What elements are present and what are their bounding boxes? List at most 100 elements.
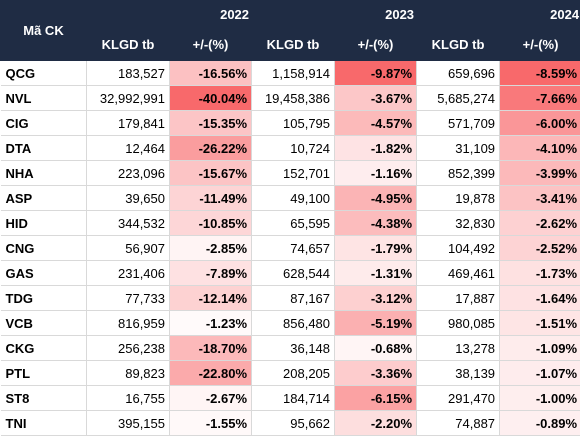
table-row: TNI 395,155 -1.55% 95,662 -2.20% 74,887 -0.89% — [0, 410, 580, 436]
change-2023-cell: -1.82% — [334, 135, 418, 161]
stock-code-cell: TNI — [0, 410, 87, 436]
stock-code-cell: CNG — [0, 235, 87, 261]
header-year-2023: 2023 — [251, 0, 418, 29]
volume-2023-cell: 87,167 — [251, 285, 336, 311]
change-2022-cell: -18.70% — [169, 335, 253, 361]
volume-2022-cell: 39,650 — [86, 185, 170, 211]
change-2023-cell: -3.67% — [334, 85, 418, 111]
change-2023-cell: -4.95% — [334, 185, 418, 211]
change-2024-cell: -6.00% — [499, 110, 580, 136]
volume-2023-cell: 1,158,914 — [251, 60, 336, 86]
volume-2024-cell: 659,696 — [416, 60, 501, 86]
stock-code-cell: HID — [0, 210, 87, 236]
header-vol-2022: KLGD tb — [86, 28, 170, 61]
volume-2023-cell: 74,657 — [251, 235, 336, 261]
header-year-2024: 2024 — [416, 0, 580, 29]
header-pct-2022: +/-(%) — [168, 28, 253, 61]
change-2022-cell: -16.56% — [169, 60, 253, 86]
change-2022-cell: -15.67% — [169, 160, 253, 186]
volume-2024-cell: 13,278 — [416, 335, 501, 361]
stock-code-cell: TDG — [0, 285, 87, 311]
change-2023-cell: -0.68% — [334, 335, 418, 361]
stock-code-cell: CKG — [0, 335, 87, 361]
volume-2023-cell: 152,701 — [251, 160, 336, 186]
header-vol-2023: KLGD tb — [251, 28, 336, 61]
volume-2024-cell: 31,109 — [416, 135, 501, 161]
volume-2022-cell: 32,992,991 — [86, 85, 170, 111]
header-pct-2024: +/-(%) — [499, 28, 580, 61]
change-2023-cell: -1.31% — [334, 260, 418, 286]
change-2023-cell: -1.79% — [334, 235, 418, 261]
stock-code-cell: NHA — [0, 160, 87, 186]
header-vol-2024: KLGD tb — [416, 28, 501, 61]
volume-2022-cell: 179,841 — [86, 110, 170, 136]
stock-code-cell: ST8 — [0, 385, 87, 411]
change-2024-cell: -3.99% — [499, 160, 580, 186]
change-2023-cell: -1.16% — [334, 160, 418, 186]
change-2022-cell: -15.35% — [169, 110, 253, 136]
change-2022-cell: -12.14% — [169, 285, 253, 311]
volume-2024-cell: 291,470 — [416, 385, 501, 411]
header-row-metrics: KLGD tb +/-(%) KLGD tb +/-(%) KLGD tb +/… — [1, 28, 580, 61]
table-row: TDG 77,733 -12.14% 87,167 -3.12% 17,887 -1.64% — [0, 285, 580, 311]
change-2022-cell: -2.85% — [169, 235, 253, 261]
volume-2023-cell: 95,662 — [251, 410, 336, 436]
change-2024-cell: -1.64% — [499, 285, 580, 311]
change-2022-cell: -22.80% — [169, 360, 253, 386]
volume-2024-cell: 19,878 — [416, 185, 501, 211]
change-2024-cell: -2.62% — [499, 210, 580, 236]
change-2024-cell: -4.10% — [499, 135, 580, 161]
volume-2024-cell: 17,887 — [416, 285, 501, 311]
volume-2022-cell: 89,823 — [86, 360, 170, 386]
volume-2022-cell: 256,238 — [86, 335, 170, 361]
volume-2024-cell: 38,139 — [416, 360, 501, 386]
volume-2022-cell: 183,527 — [86, 60, 170, 86]
volume-2022-cell: 223,096 — [86, 160, 170, 186]
change-2022-cell: -40.04% — [169, 85, 253, 111]
volume-2024-cell: 5,685,274 — [416, 85, 501, 111]
change-2023-cell: -3.36% — [334, 360, 418, 386]
table-row: PTL 89,823 -22.80% 208,205 -3.36% 38,139 -1.07… — [0, 360, 580, 386]
table-row: NHA 223,096 -15.67% 152,701 -1.16% 852,399 -3.… — [0, 160, 580, 186]
volume-2022-cell: 395,155 — [86, 410, 170, 436]
volume-2024-cell: 571,709 — [416, 110, 501, 136]
volume-2023-cell: 49,100 — [251, 185, 336, 211]
volume-2022-cell: 816,959 — [86, 310, 170, 336]
change-2024-cell: -1.73% — [499, 260, 580, 286]
table-row: DTA 12,464 -26.22% 10,724 -1.82% 31,109 -4.10% — [0, 135, 580, 161]
change-2023-cell: -6.15% — [334, 385, 418, 411]
header-pct-2023: +/-(%) — [334, 28, 418, 61]
volume-2023-cell: 628,544 — [251, 260, 336, 286]
change-2022-cell: -11.49% — [169, 185, 253, 211]
table-row: HID 344,532 -10.85% 65,595 -4.38% 32,830 -2.62… — [0, 210, 580, 236]
change-2023-cell: -4.38% — [334, 210, 418, 236]
stock-code-cell: GAS — [0, 260, 87, 286]
change-2024-cell: -2.52% — [499, 235, 580, 261]
stock-code-cell: NVL — [0, 85, 87, 111]
volume-2024-cell: 852,399 — [416, 160, 501, 186]
change-2022-cell: -26.22% — [169, 135, 253, 161]
header-code: Mã CK — [0, 0, 87, 61]
table-row: NVL 32,992,991 -40.04% 19,458,386 -3.67% 5,68… — [0, 85, 580, 111]
change-2022-cell: -1.55% — [169, 410, 253, 436]
table-row: CKG 256,238 -18.70% 36,148 -0.68% 13,278 -1.09… — [0, 335, 580, 361]
table-row: QCG 183,527 -16.56% 1,158,914 -9.87% 659,696-… — [0, 60, 580, 86]
change-2023-cell: -9.87% — [334, 60, 418, 86]
stock-code-cell: VCB — [0, 310, 87, 336]
change-2024-cell: -1.07% — [499, 360, 580, 386]
volume-2023-cell: 105,795 — [251, 110, 336, 136]
change-2022-cell: -1.23% — [169, 310, 253, 336]
volume-2024-cell: 469,461 — [416, 260, 501, 286]
change-2023-cell: -5.19% — [334, 310, 418, 336]
volume-2022-cell: 344,532 — [86, 210, 170, 236]
table-row: CIG 179,841 -15.35% 105,795 -4.57% 571,709 -6.… — [0, 110, 580, 136]
change-2023-cell: -4.57% — [334, 110, 418, 136]
change-2024-cell: -1.51% — [499, 310, 580, 336]
table-row: VCB 816,959 -1.23% 856,480 -5.19% 980,085 -1.5… — [0, 310, 580, 336]
volume-2023-cell: 36,148 — [251, 335, 336, 361]
change-2024-cell: -1.00% — [499, 385, 580, 411]
table-body: QCG 183,527 -16.56% 1,158,914 -9.87% 659,696-… — [0, 60, 580, 436]
change-2023-cell: -3.12% — [334, 285, 418, 311]
volume-2023-cell: 208,205 — [251, 360, 336, 386]
